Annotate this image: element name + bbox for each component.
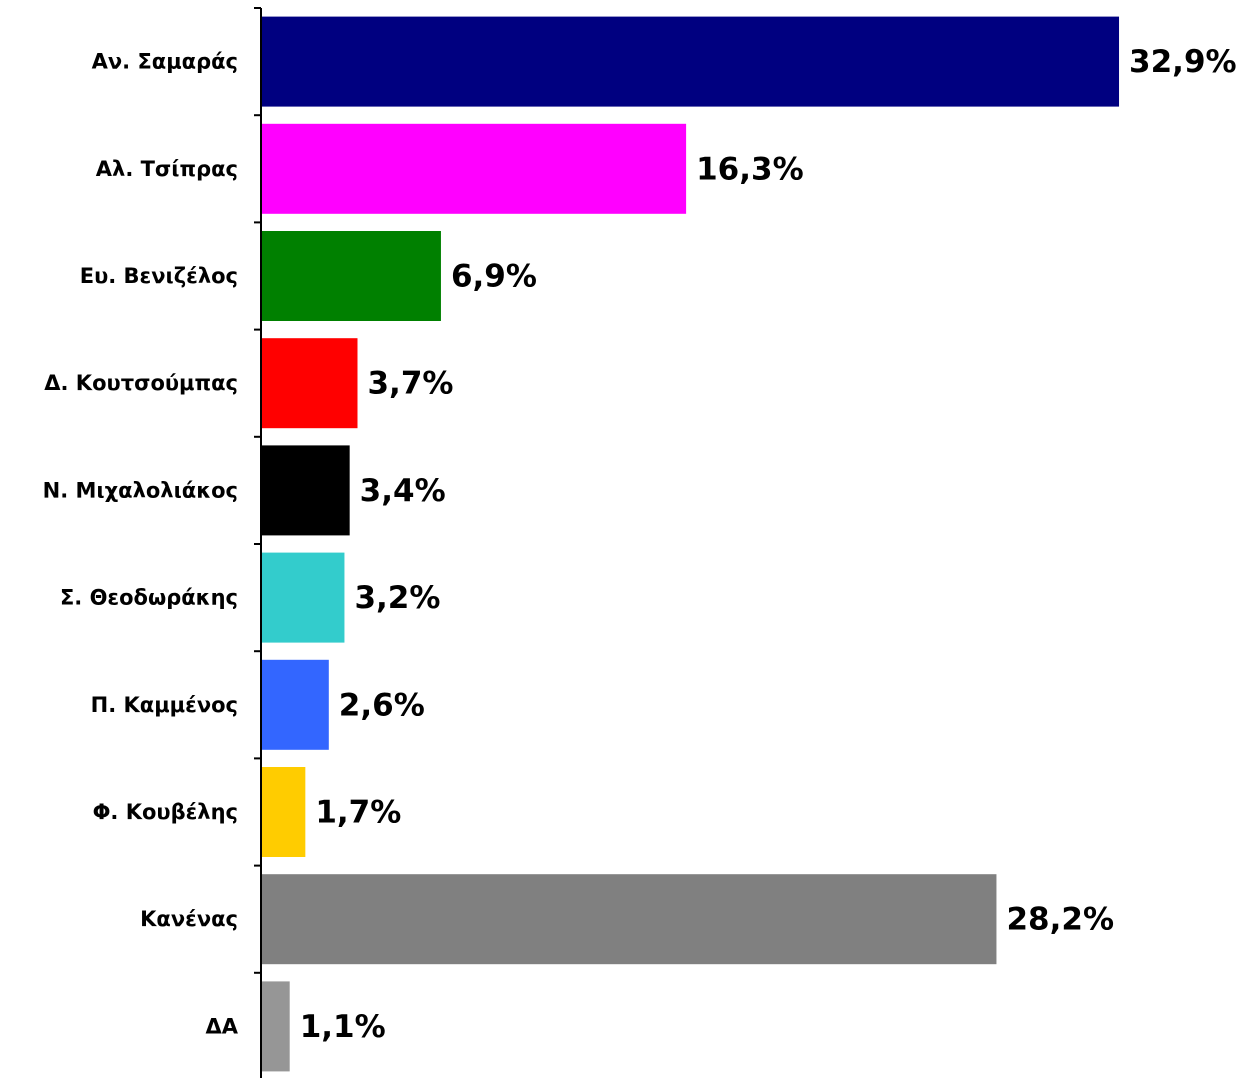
value-label: 1,7% [315,795,401,831]
value-label: 3,2% [354,580,440,616]
category-label: Ευ. Βενιζέλος [80,264,238,288]
category-label: Κανένας [140,907,238,931]
value-label: 1,1% [300,1009,386,1045]
value-label: 32,9% [1129,44,1237,80]
category-label: ΔΑ [205,1014,238,1038]
category-label: Δ. Κουτσούμπας [44,371,238,395]
value-label: 2,6% [339,687,425,723]
category-label: Αλ. Τσίπρας [96,157,238,181]
bar [261,338,358,429]
value-label: 6,9% [451,259,537,295]
value-label: 16,3% [696,151,804,187]
bar [261,445,350,536]
bar [261,874,997,965]
bar [261,16,1120,107]
category-label: Ν. Μιχαλολιάκος [43,478,238,502]
value-label: 28,2% [1006,902,1114,938]
value-label: 3,7% [367,366,453,402]
bar [261,659,329,750]
value-label: 3,4% [360,473,446,509]
bar [261,767,306,857]
category-label: Φ. Κουβέλης [93,800,238,824]
category-label: Σ. Θεοδωράκης [60,586,238,610]
bar [261,231,441,321]
category-label: Π. Καμμένος [91,693,238,717]
bar [261,981,290,1072]
bar [261,552,345,643]
category-label: Αν. Σαμαράς [92,50,238,74]
bar [261,123,687,214]
